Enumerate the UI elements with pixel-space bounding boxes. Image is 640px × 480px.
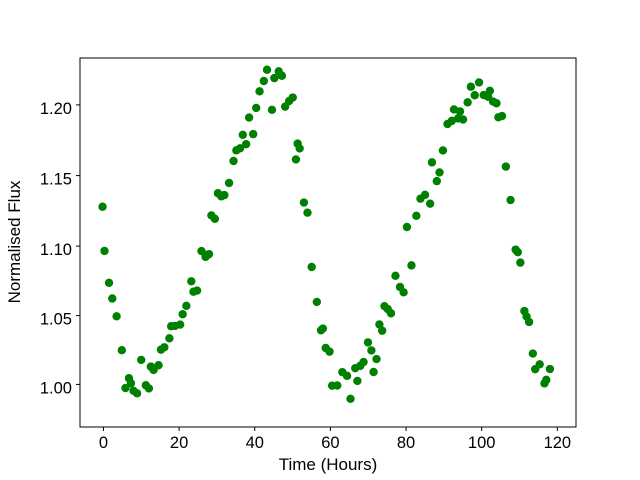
svg-text:1.05: 1.05 xyxy=(40,311,72,329)
svg-text:40: 40 xyxy=(246,434,264,452)
svg-text:Time (Hours): Time (Hours) xyxy=(279,455,378,474)
svg-text:1.20: 1.20 xyxy=(40,100,72,118)
svg-text:120: 120 xyxy=(544,434,572,452)
svg-text:80: 80 xyxy=(397,434,415,452)
svg-text:1.00: 1.00 xyxy=(40,379,72,397)
svg-text:60: 60 xyxy=(321,434,339,452)
svg-text:100: 100 xyxy=(468,434,496,452)
svg-text:1.15: 1.15 xyxy=(40,171,72,189)
svg-text:1.10: 1.10 xyxy=(40,241,72,259)
svg-text:20: 20 xyxy=(170,434,188,452)
svg-text:Normalised Flux: Normalised Flux xyxy=(5,180,24,303)
svg-text:0: 0 xyxy=(99,434,108,452)
